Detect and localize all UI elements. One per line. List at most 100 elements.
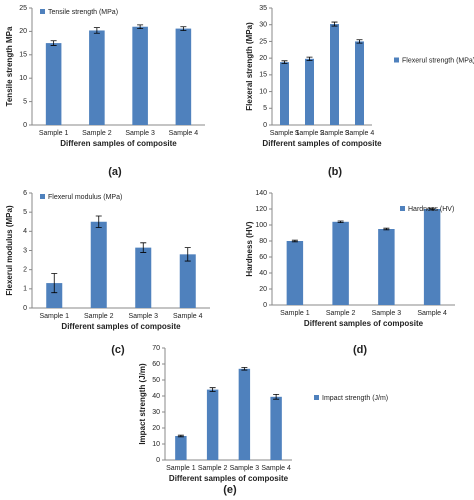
y-tick-label: 40 <box>259 270 267 277</box>
y-tick-label: 6 <box>23 190 27 197</box>
bar <box>355 41 364 125</box>
bar <box>135 247 152 308</box>
panel-label: (b) <box>328 166 342 178</box>
error-bar <box>177 434 184 438</box>
panel-label: (c) <box>111 344 125 356</box>
panel-label: (e) <box>223 484 237 496</box>
legend-label: Flexerul strength (MPa) <box>402 57 474 64</box>
y-tick-label: 15 <box>19 52 27 59</box>
x-tick-label: Sample 1 <box>280 310 310 317</box>
legend-swatch <box>394 57 399 63</box>
y-tick-label: 60 <box>259 254 267 261</box>
y-tick-label: 15 <box>259 72 267 79</box>
y-tick-label: 5 <box>263 105 267 112</box>
y-tick-label: 20 <box>152 425 160 432</box>
y-tick-label: 4 <box>23 228 27 235</box>
bar <box>206 389 219 460</box>
error-bar <box>50 40 57 46</box>
bar <box>332 221 349 305</box>
x-tick-label: Sample 3 <box>372 310 402 317</box>
x-axis-title: Different samples of composite <box>304 319 424 328</box>
bar <box>305 58 314 125</box>
y-axis-title: Flexeral strength (MPa) <box>245 22 254 111</box>
y-tick-label: 100 <box>255 222 267 229</box>
error-bar <box>140 242 147 253</box>
bar <box>423 209 441 305</box>
x-axis-title: Different samples of composite <box>169 474 289 483</box>
y-tick-label: 20 <box>259 286 267 293</box>
error-bar <box>184 247 191 262</box>
x-tick-label: Sample 2 <box>84 313 114 320</box>
x-tick-label: Sample 3 <box>230 465 260 472</box>
y-tick-label: 35 <box>259 5 267 12</box>
y-tick-label: 30 <box>152 409 160 416</box>
y-tick-label: 25 <box>19 5 27 12</box>
bar <box>90 221 107 308</box>
x-tick-label: Sample 4 <box>169 130 199 137</box>
error-bar <box>137 24 144 29</box>
error-bar <box>429 207 436 211</box>
y-tick-label: 40 <box>152 393 160 400</box>
x-tick-label: Sample 3 <box>125 130 155 137</box>
bar <box>179 254 196 308</box>
y-tick-label: 25 <box>259 38 267 45</box>
x-tick-label: Sample 3 <box>320 130 350 137</box>
y-tick-label: 120 <box>255 206 267 213</box>
y-tick-label: 10 <box>152 441 160 448</box>
legend-label: Hardness (HV) <box>408 206 454 213</box>
x-axis-title: Different samples of composite <box>61 322 181 331</box>
x-tick-label: Sample 1 <box>270 130 300 137</box>
y-axis-title: Impact strength (J/m) <box>138 363 147 445</box>
y-tick-label: 10 <box>19 75 27 82</box>
y-tick-label: 0 <box>263 302 267 309</box>
bar <box>280 62 289 125</box>
x-tick-label: Sample 1 <box>39 313 69 320</box>
error-bar <box>331 21 338 27</box>
legend-swatch <box>40 194 45 199</box>
y-axis-title: Hardness (HV) <box>245 221 254 276</box>
bar <box>378 229 395 305</box>
y-tick-label: 70 <box>152 345 160 352</box>
error-bar <box>383 227 390 231</box>
error-bar <box>93 27 100 34</box>
legend-label: Tensile strength (MPa) <box>48 9 118 16</box>
legend-swatch <box>314 395 319 400</box>
legend-label: Impact strength (J/m) <box>322 395 388 402</box>
x-tick-label: Sample 2 <box>82 130 112 137</box>
bar <box>238 368 251 460</box>
x-tick-label: Sample 3 <box>128 313 158 320</box>
y-tick-label: 0 <box>23 122 27 129</box>
x-axis-title: Different samples of composite <box>262 139 382 148</box>
y-axis-title: Tensile strength MPa <box>5 26 14 106</box>
y-tick-label: 140 <box>255 190 267 197</box>
error-bar <box>209 387 216 392</box>
y-tick-label: 80 <box>259 238 267 245</box>
x-tick-label: Sample 4 <box>345 130 375 137</box>
error-bar <box>241 367 248 371</box>
x-tick-label: Sample 2 <box>326 310 356 317</box>
bar <box>132 26 148 125</box>
y-tick-label: 60 <box>152 361 160 368</box>
error-bar <box>306 56 313 61</box>
x-axis-title: Differen samples of composite <box>60 139 177 148</box>
x-tick-label: Sample 2 <box>198 465 228 472</box>
y-tick-label: 0 <box>156 457 160 464</box>
x-tick-label: Sample 1 <box>39 130 69 137</box>
bar <box>89 30 105 125</box>
y-tick-label: 2 <box>23 267 27 274</box>
y-tick-label: 0 <box>23 305 27 312</box>
bar <box>286 241 304 305</box>
y-tick-label: 20 <box>19 28 27 35</box>
x-tick-label: Sample 4 <box>261 465 291 472</box>
y-tick-label: 0 <box>263 122 267 129</box>
y-tick-label: 5 <box>23 98 27 105</box>
y-tick-label: 10 <box>259 88 267 95</box>
x-tick-label: Sample 4 <box>417 310 447 317</box>
legend-swatch <box>40 9 45 14</box>
error-bar <box>51 273 58 294</box>
panel-label: (a) <box>108 166 122 178</box>
x-tick-label: Sample 4 <box>173 313 203 320</box>
bar <box>46 283 63 308</box>
y-axis-title: Flexerul modulus (MPa) <box>5 205 14 296</box>
